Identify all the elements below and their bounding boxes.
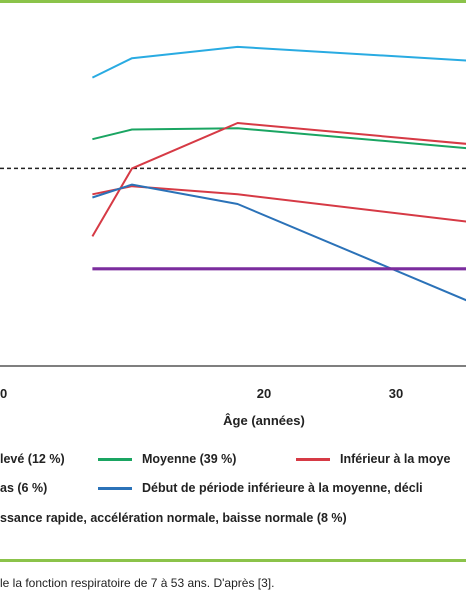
- x-axis: 0203040: [0, 365, 466, 401]
- legend-label-bas: as (6 %): [0, 481, 48, 495]
- legend-label-inferieur: Inférieur à la moye: [340, 452, 451, 466]
- figure-caption: le la fonction respiratoire de 7 à 53 an…: [0, 576, 275, 590]
- legend-swatch-moyenne: [98, 457, 132, 461]
- legend-item-bas: as (6 %): [0, 481, 47, 495]
- x-tick-label-0: 0: [0, 386, 7, 401]
- legend-label-declin: Début de période inférieure à la moyenne…: [142, 481, 423, 495]
- series-line-bas: [92, 185, 466, 223]
- legend-item-inferieur: Inférieur à la moye: [296, 452, 450, 466]
- legend-item-declin: Début de période inférieure à la moyenne…: [98, 481, 423, 495]
- bottom-divider: [0, 559, 466, 562]
- series-line-moyenne: [92, 127, 466, 150]
- x-tick-label-20: 20: [257, 386, 271, 401]
- legend-label-eleve: levé (12 %): [0, 452, 65, 466]
- series-line-declin: [92, 183, 466, 302]
- top-divider: [0, 0, 466, 3]
- legend-label-moyenne: Moyenne (39 %): [142, 452, 237, 466]
- legend-item-eleve: levé (12 %): [0, 452, 65, 466]
- legend-swatch-inferieur: [296, 457, 330, 461]
- x-tick-label-30: 30: [389, 386, 403, 401]
- series-line-eleve: [91, 45, 466, 79]
- line-chart: 0203040 Âge (années): [0, 45, 466, 428]
- series-layer: [91, 45, 466, 302]
- legend-swatch-declin: [98, 486, 132, 490]
- legend-label-croissance: ssance rapide, accélération normale, bai…: [0, 511, 347, 525]
- legend-item-croissance: ssance rapide, accélération normale, bai…: [0, 511, 347, 525]
- series-line-inferieur: [91, 122, 466, 237]
- legend-item-moyenne: Moyenne (39 %): [98, 452, 236, 466]
- x-axis-title: Âge (années): [223, 413, 305, 428]
